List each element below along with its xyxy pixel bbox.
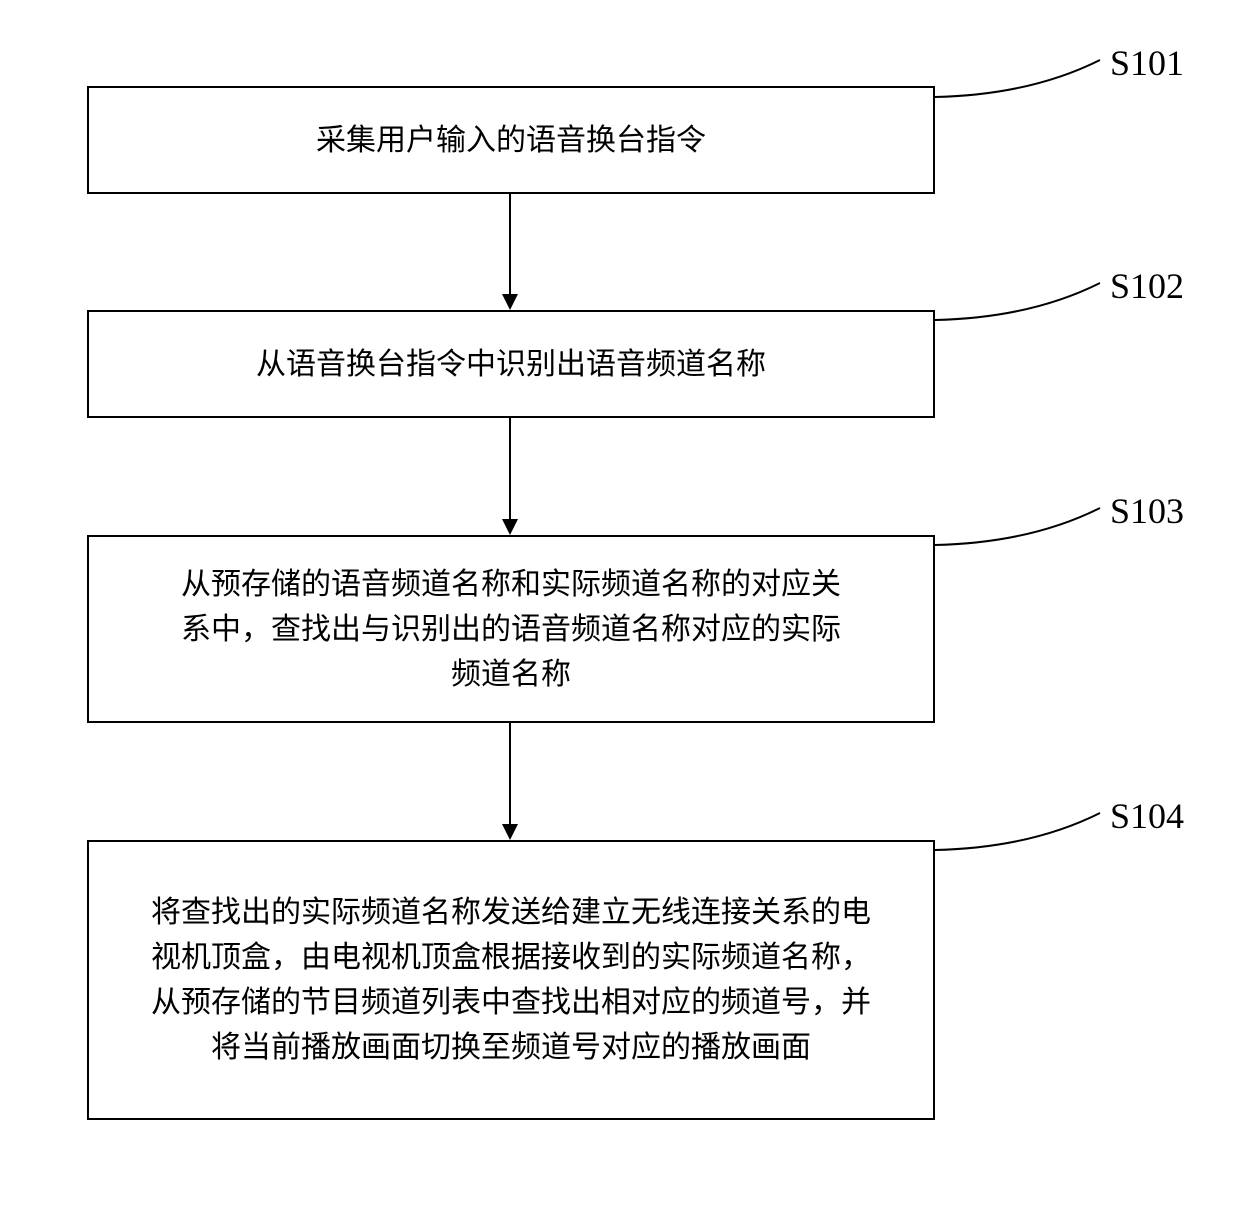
- arrow-head-1: [502, 294, 518, 310]
- curve-s104: [0, 0, 1240, 1229]
- arrow-head-2: [502, 519, 518, 535]
- arrow-line-1: [509, 194, 511, 294]
- arrow-head-3: [502, 824, 518, 840]
- arrow-line-2: [509, 418, 511, 519]
- flowchart-container: 采集用户输入的语音换台指令 从语音换台指令中识别出语音频道名称 从预存储的语音频…: [0, 0, 1240, 1229]
- arrow-line-3: [509, 723, 511, 824]
